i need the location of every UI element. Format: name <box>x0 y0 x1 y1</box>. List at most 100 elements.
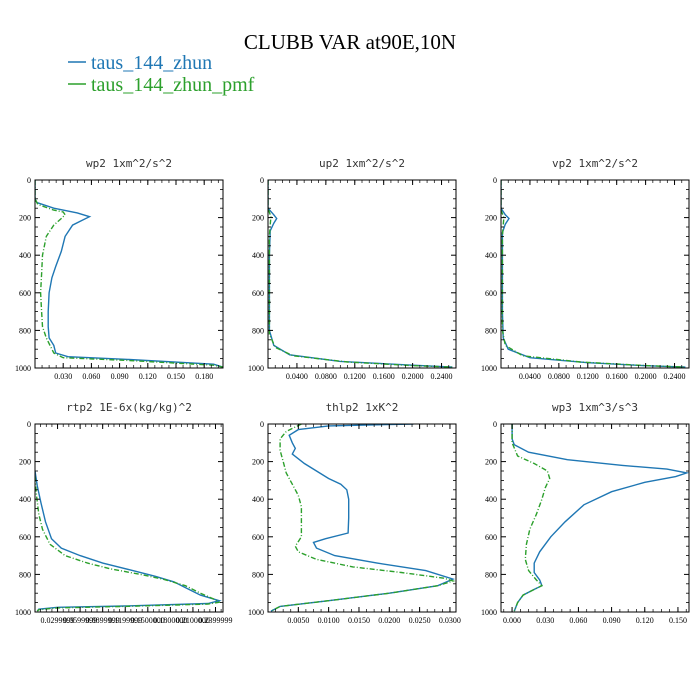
y-tick-label: 400 <box>19 251 31 260</box>
y-tick-label: 400 <box>252 495 264 504</box>
x-tick-label: 0.060 <box>82 372 100 381</box>
x-tick-label: 0.090 <box>603 616 621 625</box>
x-tick-label: 0.0200 <box>378 616 400 625</box>
series-line-taus-144-zhun <box>270 424 456 612</box>
y-tick-label: 1000 <box>481 608 497 617</box>
x-tick-label: 0.1200 <box>577 372 599 381</box>
x-tick-label: 0.2400 <box>431 372 453 381</box>
y-tick-label: 600 <box>19 533 31 542</box>
x-tick-label: 0.0899999 <box>86 616 120 625</box>
x-tick-label: 0.2399999 <box>198 616 232 625</box>
y-tick-label: 0 <box>27 176 31 185</box>
y-tick-label: 800 <box>252 326 264 335</box>
x-tick-label: 0.0400 <box>519 372 541 381</box>
x-tick-label: 0.2000 <box>635 372 657 381</box>
y-tick-label: 800 <box>252 570 264 579</box>
y-tick-label: 0 <box>260 176 264 185</box>
legend-label-zhun-pmf: taus_144_zhun_pmf <box>91 74 255 96</box>
plot-frame <box>34 179 224 369</box>
panel-5: thlp2 1xK^2 0 200 400 600 800 1000 0.0050 0.0100… <box>248 401 461 625</box>
y-tick-label: 0 <box>27 420 31 429</box>
plot-frame <box>500 179 690 369</box>
x-tick-label: 0.060 <box>569 616 587 625</box>
y-tick-label: 600 <box>485 533 497 542</box>
y-tick-label: 800 <box>19 570 31 579</box>
y-tick-label: 1000 <box>248 608 264 617</box>
y-tick-label: 200 <box>19 458 31 467</box>
series-line-taus-144-zhun-pmf <box>270 424 456 612</box>
panel-title: wp3 1xm^3/s^3 <box>552 401 638 414</box>
y-tick-label: 1000 <box>15 608 31 617</box>
y-tick-label: 1000 <box>481 364 497 373</box>
panel-title: wp2 1xm^2/s^2 <box>86 157 172 170</box>
y-tick-label: 200 <box>485 458 497 467</box>
y-tick-label: 200 <box>485 214 497 223</box>
panel-1: wp2 1xm^2/s^2 0 200 400 600 800 1000 0.030 0.060… <box>15 157 224 381</box>
x-tick-label: 0.2100000 <box>176 616 210 625</box>
x-tick-label: 0.030 <box>54 372 72 381</box>
y-tick-label: 400 <box>485 251 497 260</box>
series-line-taus-144-zhun <box>268 180 453 368</box>
panel-title: vp2 1xm^2/s^2 <box>552 157 638 170</box>
plot-frame <box>267 423 457 613</box>
panel-4: rtp2 1E-6x(kg/kg)^2 0 200 400 600 800 1000 0.02… <box>15 401 232 625</box>
series-line-taus-144-zhun <box>511 424 689 612</box>
y-tick-label: 600 <box>252 533 264 542</box>
x-tick-label: 0.0599999 <box>63 616 97 625</box>
x-tick-label: 0.1500000 <box>131 616 165 625</box>
panel-6: wp3 1xm^3/s^3 0 200 400 600 800 1000 0.000 0.030… <box>481 401 690 625</box>
x-tick-label: 0.1199999 <box>108 616 142 625</box>
legend: taus_144_zhun taus_144_zhun_pmf <box>68 52 255 96</box>
x-tick-label: 0.0300 <box>439 616 461 625</box>
x-tick-label: 0.1800000 <box>153 616 187 625</box>
y-tick-label: 200 <box>19 214 31 223</box>
panel-title: rtp2 1E-6x(kg/kg)^2 <box>66 401 192 414</box>
panel-title: thlp2 1xK^2 <box>326 401 399 414</box>
figure-title: CLUBB VAR at90E,10N <box>244 30 456 54</box>
panel-grid: wp2 1xm^2/s^2 0 200 400 600 800 1000 0.030 0.060… <box>15 157 690 625</box>
x-tick-label: 0.0100 <box>318 616 340 625</box>
y-tick-label: 0 <box>260 420 264 429</box>
series-line-taus-144-zhun <box>35 470 222 612</box>
x-tick-label: 0.150 <box>669 616 687 625</box>
x-tick-label: 0.0299999 <box>41 616 75 625</box>
y-tick-label: 400 <box>485 495 497 504</box>
x-tick-label: 0.120 <box>139 372 157 381</box>
y-tick-label: 200 <box>252 458 264 467</box>
legend-label-zhun: taus_144_zhun <box>91 52 212 74</box>
x-tick-label: 0.0250 <box>409 616 431 625</box>
x-tick-label: 0.090 <box>111 372 129 381</box>
panel-3: vp2 1xm^2/s^2 0 200 400 600 800 1000 0.0400 0.08… <box>481 157 690 381</box>
x-tick-label: 0.0150 <box>348 616 370 625</box>
x-tick-label: 0.1600 <box>373 372 395 381</box>
y-tick-label: 400 <box>252 251 264 260</box>
x-tick-label: 0.1600 <box>606 372 628 381</box>
x-tick-label: 0.150 <box>167 372 185 381</box>
y-tick-label: 800 <box>485 326 497 335</box>
x-tick-label: 0.030 <box>536 616 554 625</box>
y-tick-label: 200 <box>252 214 264 223</box>
x-tick-label: 0.0050 <box>287 616 309 625</box>
y-tick-label: 800 <box>485 570 497 579</box>
y-tick-label: 0 <box>493 176 497 185</box>
series-line-taus-144-zhun-pmf <box>501 180 686 368</box>
y-tick-label: 600 <box>485 289 497 298</box>
x-tick-label: 0.2000 <box>402 372 424 381</box>
panel-2: up2 1xm^2/s^2 0 200 400 600 800 1000 0.0400 0.08… <box>248 157 457 381</box>
plot-frame <box>267 179 457 369</box>
x-tick-label: 0.000 <box>503 616 521 625</box>
panel-title: up2 1xm^2/s^2 <box>319 157 405 170</box>
y-tick-label: 800 <box>19 326 31 335</box>
plot-frame <box>34 423 224 613</box>
series-line-taus-144-zhun <box>501 180 686 368</box>
x-tick-label: 0.120 <box>636 616 654 625</box>
y-tick-label: 400 <box>19 495 31 504</box>
series-line-taus-144-zhun-pmf <box>268 180 453 368</box>
y-tick-label: 0 <box>493 420 497 429</box>
y-tick-label: 600 <box>19 289 31 298</box>
x-tick-label: 0.1200 <box>344 372 366 381</box>
y-tick-label: 600 <box>252 289 264 298</box>
series-line-taus-144-zhun <box>35 180 223 368</box>
series-line-taus-144-zhun-pmf <box>35 476 222 612</box>
